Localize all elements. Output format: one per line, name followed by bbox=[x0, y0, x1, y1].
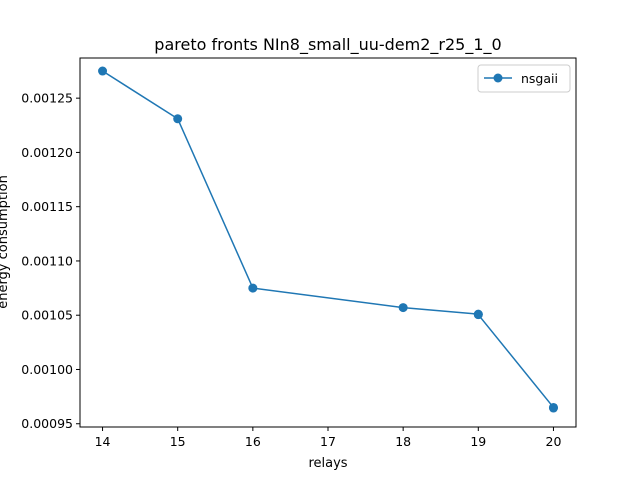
legend-marker-nsgaii bbox=[493, 73, 503, 83]
plot-marks bbox=[98, 66, 558, 413]
data-point bbox=[173, 114, 183, 124]
legend: nsgaii bbox=[477, 64, 571, 93]
x-axis-label: relays bbox=[308, 456, 347, 471]
x-tick-label: 14 bbox=[95, 434, 111, 449]
y-axis: 0.00095 0.00100 0.00105 0.00110 0.00115 0.001… bbox=[21, 91, 80, 431]
x-tick-label: 18 bbox=[395, 434, 411, 449]
x-axis: 14 15 16 17 18 19 20 bbox=[95, 427, 562, 449]
y-tick-label: 0.00105 bbox=[21, 308, 73, 323]
legend-box bbox=[477, 64, 571, 93]
data-point bbox=[473, 310, 483, 320]
x-tick-label: 19 bbox=[470, 434, 486, 449]
legend-label-nsgaii: nsgaii bbox=[521, 71, 558, 86]
y-tick-label: 0.00110 bbox=[21, 253, 73, 268]
x-tick-label: 16 bbox=[245, 434, 261, 449]
series-line-nsgaii bbox=[102, 70, 555, 409]
y-tick-label: 0.00120 bbox=[21, 145, 73, 160]
y-tick-label: 0.00115 bbox=[21, 199, 73, 214]
x-tick-label: 20 bbox=[546, 434, 562, 449]
y-tick-label: 0.00100 bbox=[21, 362, 73, 377]
x-tick-label: 15 bbox=[170, 434, 186, 449]
y-tick-label: 0.00125 bbox=[21, 91, 73, 106]
plot-frame bbox=[79, 57, 577, 428]
data-point bbox=[548, 403, 558, 413]
data-point bbox=[398, 303, 408, 313]
x-tick-label: 17 bbox=[320, 434, 336, 449]
data-point bbox=[248, 283, 258, 293]
y-tick-label: 0.00095 bbox=[21, 416, 73, 431]
chart-title: pareto fronts NIn8_small_uu-dem2_r25_1_0 bbox=[154, 35, 501, 55]
y-axis-label: energy consumption bbox=[0, 175, 11, 309]
data-point bbox=[98, 66, 108, 76]
